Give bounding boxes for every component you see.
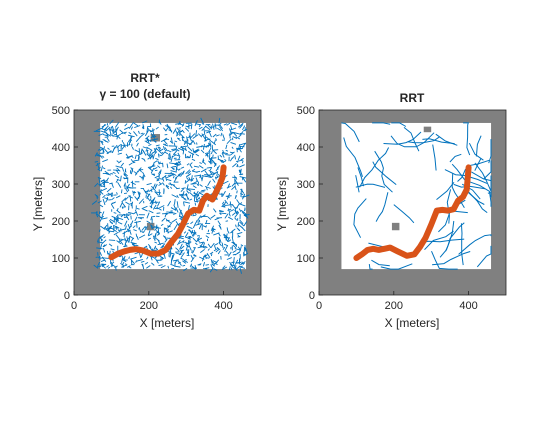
tree-edge xyxy=(240,258,241,262)
y-tick-label: 0 xyxy=(309,290,315,302)
x-axis-label: X [meters] xyxy=(140,316,195,330)
y-tick-label: 500 xyxy=(297,105,315,117)
plot-area: 0 200 400 0 100 200 300 400 500 xyxy=(52,105,261,312)
y-tick-label: 0 xyxy=(64,290,70,302)
x-tick-label: 0 xyxy=(316,300,322,312)
plot-area: 0 200 400 0 100 200 300 400 500 xyxy=(297,105,506,312)
tree-edge xyxy=(237,190,238,193)
chart-title-line2: γ = 100 (default) xyxy=(99,87,190,101)
tree-edge xyxy=(125,170,126,173)
tree-edge xyxy=(195,203,196,206)
x-tick-label: 200 xyxy=(140,300,158,312)
tree-edge xyxy=(118,146,119,152)
tree-edge xyxy=(237,148,238,152)
y-tick-label: 200 xyxy=(297,216,315,228)
y-tick-label: 300 xyxy=(297,179,315,191)
map-obstacle xyxy=(424,127,431,133)
tree-edge xyxy=(226,196,232,197)
tree-edge xyxy=(124,231,125,237)
tree-edge xyxy=(166,238,169,239)
chart-title-line1: RRT xyxy=(400,91,425,105)
y-tick-label: 300 xyxy=(52,179,70,191)
tree-edge xyxy=(225,205,230,206)
tree-edge xyxy=(132,192,136,193)
x-tick-label: 400 xyxy=(459,300,477,312)
tree-edge xyxy=(109,240,115,241)
tree-edge xyxy=(155,228,161,229)
tree-edge xyxy=(192,250,193,253)
tree-edge xyxy=(230,152,233,153)
tree-edge xyxy=(162,257,163,260)
tree-edge xyxy=(208,230,209,232)
tree-edge xyxy=(191,184,197,185)
x-tick-label: 0 xyxy=(71,300,77,312)
x-axis-label: X [meters] xyxy=(385,316,440,330)
x-tick-label: 400 xyxy=(214,300,232,312)
chart-title-line1: RRT* xyxy=(130,71,160,85)
tree-edge xyxy=(225,155,230,156)
x-tick-label: 200 xyxy=(385,300,403,312)
tree-edge xyxy=(177,138,179,139)
tree-edge xyxy=(226,221,228,222)
tree-edge xyxy=(207,167,211,168)
tree-edge xyxy=(143,126,144,129)
y-tick-label: 400 xyxy=(297,142,315,154)
tree-edge xyxy=(116,268,117,271)
tree-edge xyxy=(240,266,243,267)
y-tick-label: 200 xyxy=(52,216,70,228)
tree-edge xyxy=(213,155,214,158)
y-axis-label: Y [meters] xyxy=(275,177,289,231)
map-obstacle xyxy=(147,223,154,230)
tree-edge xyxy=(123,246,127,247)
y-tick-label: 400 xyxy=(52,142,70,154)
y-tick-label: 500 xyxy=(52,105,70,117)
tree-edge xyxy=(155,151,156,154)
tree-edge xyxy=(212,150,218,151)
y-axis-label: Y [meters] xyxy=(31,177,45,231)
y-tick-label: 100 xyxy=(52,253,70,265)
map-obstacle xyxy=(392,223,399,230)
tree-edge xyxy=(96,257,99,258)
y-tick-label: 100 xyxy=(297,253,315,265)
tree-edge xyxy=(110,173,113,174)
tree-edge xyxy=(185,180,186,183)
tree-edge xyxy=(233,254,236,255)
